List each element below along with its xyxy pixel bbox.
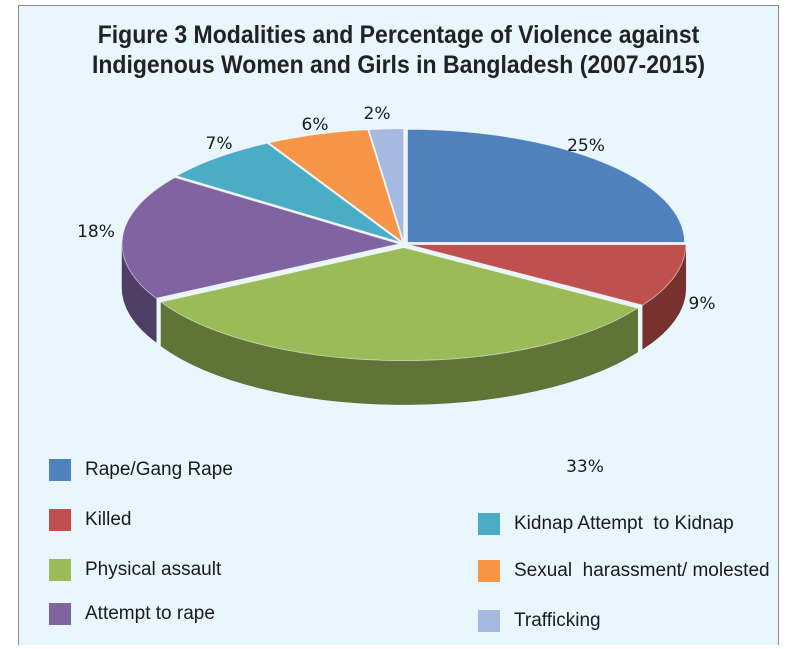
legend-swatch-trafficking [478, 610, 500, 632]
legend-swatch-rape-gang-rape [49, 459, 71, 481]
legend-swatch-kidnap [478, 513, 500, 535]
data-label-3: 18% [77, 222, 115, 242]
pie-slice-4 [175, 142, 401, 243]
chart-frame: Figure 3 Modalities and Percentage of Vi… [18, 5, 779, 645]
data-label-2: 33% [566, 457, 604, 477]
legend-item-attempt-to-rape: Attempt to rape [49, 603, 215, 625]
pie-slice-6 [368, 128, 405, 242]
legend-label-trafficking: Trafficking [514, 610, 601, 631]
legend-label-rape-gang-rape: Rape/Gang Rape [85, 459, 233, 480]
pie-chart: 25% 9% 33% 18% 7% 6% 2% [77, 104, 716, 477]
legend-item-killed: Killed [49, 509, 131, 531]
legend-swatch-attempt-to-rape [49, 603, 71, 625]
legend-label-attempt-to-rape: Attempt to rape [85, 603, 215, 624]
legend-item-trafficking: Trafficking [478, 610, 601, 632]
data-label-0: 25% [567, 136, 605, 156]
legend-item-kidnap: Kidnap Attempt to Kidnap [478, 513, 734, 535]
chart-title: Figure 3 Modalities and Percentage of Vi… [49, 20, 747, 80]
pie-slice-1 [408, 244, 687, 306]
legend-label-physical-assault: Physical assault [85, 559, 222, 580]
chart-title-line-2: Indigenous Women and Girls in Bangladesh… [91, 51, 706, 79]
pie-slice-2 [160, 247, 639, 361]
data-label-6: 2% [364, 104, 391, 124]
pie-slice-3 [121, 177, 401, 299]
pie-slice-5 [268, 129, 404, 243]
legend-swatch-physical-assault [49, 559, 71, 581]
legend-label-kidnap: Kidnap Attempt to Kidnap [514, 513, 734, 534]
legend-label-sexual-harassment: Sexual harassment/ molested [514, 560, 770, 581]
legend-swatch-sexual-harassment [478, 560, 500, 582]
legend-item-sexual-harassment: Sexual harassment/ molested [478, 560, 770, 582]
legend-item-rape-gang-rape: Rape/Gang Rape [49, 459, 233, 481]
legend-item-physical-assault: Physical assault [49, 559, 221, 581]
legend-swatch-killed [49, 509, 71, 531]
legend-label-killed: Killed [85, 509, 132, 530]
pie-slice-0 [407, 129, 685, 243]
data-label-5: 6% [302, 115, 329, 135]
chart-title-line-1: Figure 3 Modalities and Percentage of Vi… [97, 21, 700, 49]
data-label-1: 9% [689, 294, 716, 314]
data-label-4: 7% [206, 134, 233, 154]
